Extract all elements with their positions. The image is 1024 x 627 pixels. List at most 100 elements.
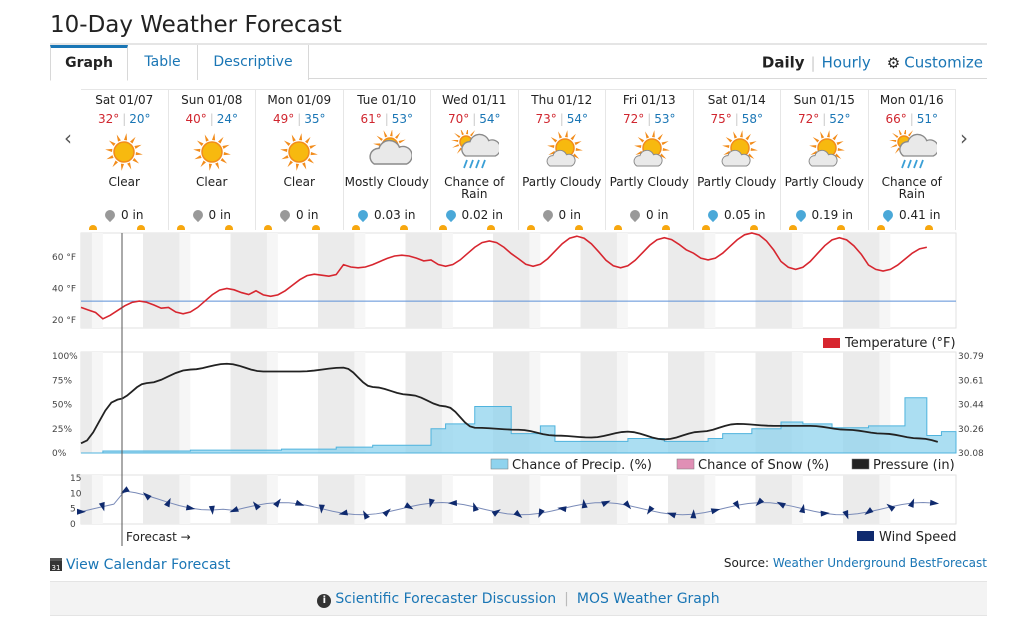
twilight-band <box>791 233 803 328</box>
links-divider: | <box>564 591 569 607</box>
sunset-icon <box>837 225 845 230</box>
discussion-link[interactable]: Scientific Forecaster Discussion <box>335 591 557 607</box>
twilight-band <box>441 352 453 453</box>
temp-axis-label: 60 °F <box>52 253 76 263</box>
day-column: Wed 01/11 70° | 54° Chance of Rain 0.02 in <box>431 90 519 230</box>
wind-axis-label: 5 <box>70 505 76 515</box>
pressure-axis-label: 30.26 <box>958 425 984 435</box>
high-temp: 72° <box>622 112 645 126</box>
mos-graph-link[interactable]: MOS Weather Graph <box>576 591 720 607</box>
night-band <box>81 352 92 453</box>
twilight-band <box>91 475 103 524</box>
next-arrow-icon[interactable]: › <box>960 126 968 150</box>
high-temp: 32° <box>97 112 120 126</box>
condition-text: Partly Cloudy <box>609 175 689 189</box>
pressure-legend-swatch <box>851 458 870 470</box>
twilight-band <box>91 352 103 453</box>
precip-axis-label: 25% <box>52 425 72 435</box>
wind-arrow-icon <box>581 499 588 509</box>
info-icon: i <box>317 594 332 608</box>
prev-arrow-icon[interactable]: ‹ <box>64 126 72 150</box>
wind-arrow-icon <box>318 504 325 514</box>
twilight-band <box>179 233 191 328</box>
day-column: Mon 01/16 66° | 51° Chance of Rain 0.41 in <box>869 90 956 230</box>
night-band <box>230 352 267 453</box>
day-name: Thu 01/12 <box>531 93 593 107</box>
customize-link[interactable]: Customize <box>904 53 983 72</box>
wind-axis-label: 15 <box>70 474 81 484</box>
wind-arrow-icon <box>429 498 435 508</box>
low-temp: 52° <box>829 112 851 126</box>
condition-text: Partly Cloudy <box>697 175 777 189</box>
wind-arrow-icon <box>886 503 896 512</box>
twilight-band <box>616 352 628 453</box>
night-band <box>142 352 180 453</box>
partly-cloudy-icon <box>712 130 762 174</box>
wind-arrow-icon <box>557 506 567 513</box>
low-temp: 20° <box>129 112 151 126</box>
source-attribution: Source: Weather Underground BestForecast <box>724 556 987 570</box>
sunset-icon <box>137 225 145 230</box>
low-temp: 53° <box>391 112 414 126</box>
sun-icon <box>274 130 324 174</box>
day-column: Tue 01/10 61° | 53° Mostly Cloudy 0.03 in <box>344 90 431 230</box>
wind-arrow-icon <box>646 505 655 515</box>
sunrise-icon <box>876 225 885 230</box>
precip-axis-label: 100% <box>52 352 78 362</box>
precip-amount: 0.03 in <box>344 207 431 223</box>
tab-descriptive[interactable]: Descriptive <box>198 45 309 80</box>
night-band <box>230 233 267 328</box>
precip-amount: 0.05 in <box>694 207 781 223</box>
precip-legend: Chance of Precip. (%) <box>512 458 652 473</box>
toggle-divider: | <box>810 53 816 72</box>
twilight-band <box>879 352 891 453</box>
calendar-forecast-link[interactable]: 31 View Calendar Forecast <box>50 557 230 573</box>
precip-value: 0 in <box>646 208 669 222</box>
night-band <box>755 233 792 328</box>
temp-axis-label: 40 °F <box>52 284 76 294</box>
day-temps: 73° | 54° <box>535 112 589 126</box>
day-name: Sun 01/15 <box>793 93 855 107</box>
night-band <box>405 475 442 524</box>
tab-graph[interactable]: Graph <box>50 45 128 81</box>
condition-text: Clear <box>108 175 140 189</box>
twilight-band <box>529 352 541 453</box>
wind-arrow-icon <box>164 497 171 508</box>
day-column: Mon 01/09 49° | 35° Clear 0 in <box>256 90 344 230</box>
precip-amount: 0 in <box>81 207 168 223</box>
wind-arrow-icon <box>513 509 523 518</box>
twilight-band <box>879 475 891 524</box>
sunrise-icon <box>789 225 797 230</box>
day-column: Sat 01/07 32° | 20° Clear 0 in <box>81 90 169 230</box>
twilight-band <box>441 233 453 328</box>
calendar-link-text[interactable]: View Calendar Forecast <box>66 557 231 573</box>
snow-legend: Chance of Snow (%) <box>698 458 829 473</box>
sunset-icon <box>662 225 670 230</box>
wind-arrow-icon <box>382 508 391 517</box>
daily-toggle[interactable]: Daily <box>761 53 805 72</box>
twilight-band <box>529 233 541 328</box>
wind-axis-label: 0 <box>70 520 76 530</box>
day-temps: 75° | 58° <box>710 112 764 126</box>
wind-arrow-icon <box>363 510 370 520</box>
wind-legend: Wind Speed <box>879 530 957 545</box>
high-temp: 49° <box>272 112 295 126</box>
wind-arrow-icon <box>273 498 281 508</box>
wind-arrow-icon <box>294 499 305 506</box>
temp-axis-label: 20 °F <box>52 316 76 326</box>
hourly-toggle[interactable]: Hourly <box>821 53 871 72</box>
condition-text: Mostly Cloudy <box>344 175 429 189</box>
gear-icon[interactable]: ⚙ <box>886 53 901 72</box>
tab-table[interactable]: Table <box>128 45 198 80</box>
day-temps: 49° | 35° <box>272 112 326 126</box>
temperature-line <box>80 232 928 320</box>
source-link[interactable]: Weather Underground BestForecast <box>772 556 987 570</box>
night-band <box>667 352 705 453</box>
twilight-band <box>354 475 366 524</box>
wind-arrow-icon <box>185 504 196 511</box>
day-column: Sat 01/14 75° | 58° Partly Cloudy 0.05 in <box>694 90 781 230</box>
temperature-legend: Temperature (°F) <box>844 336 956 351</box>
low-temp: 35° <box>304 112 326 126</box>
twilight-band <box>616 233 628 328</box>
sunset-icon <box>749 225 758 230</box>
